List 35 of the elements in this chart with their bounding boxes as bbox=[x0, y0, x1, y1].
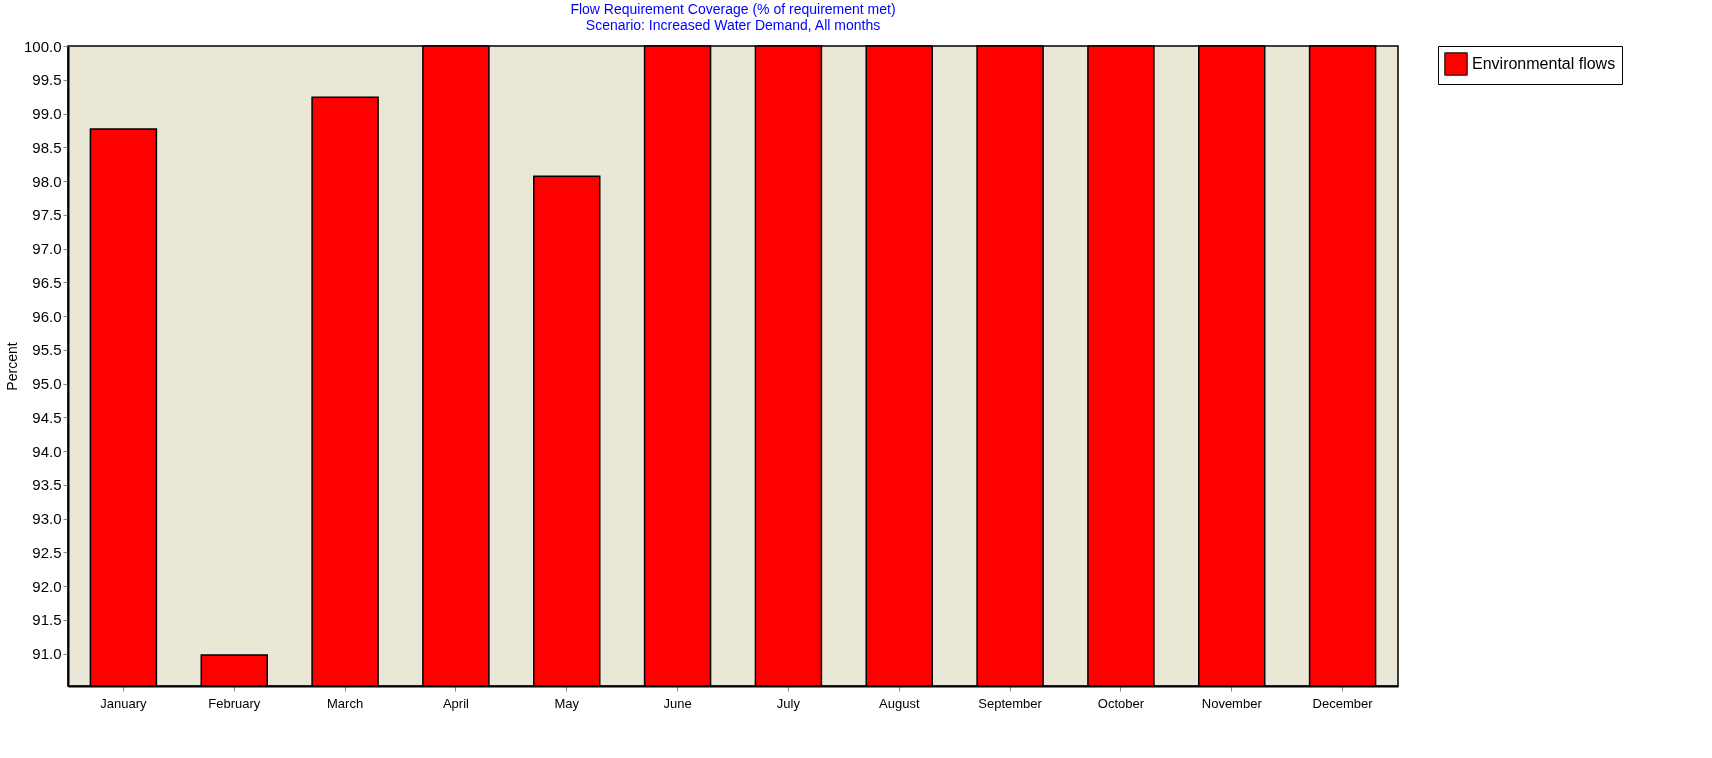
x-tick-label: April bbox=[442, 695, 470, 711]
x-tick-label: May bbox=[554, 695, 580, 711]
y-tick-label: 97.0 bbox=[32, 240, 62, 258]
y-tick-label: 94.0 bbox=[32, 442, 62, 460]
y-tick-label: 91.0 bbox=[32, 645, 62, 663]
y-tick-label: 97.5 bbox=[32, 206, 62, 224]
y-tick-label: 99.5 bbox=[32, 71, 62, 89]
x-tick-label: October bbox=[1097, 695, 1145, 711]
y-tick-label: 91.5 bbox=[32, 611, 62, 629]
y-tick-label: 96.0 bbox=[32, 307, 62, 325]
legend-label: Environmental flows bbox=[1472, 55, 1616, 72]
x-tick-label: September bbox=[978, 695, 1043, 711]
y-tick-label: 100.0 bbox=[23, 37, 62, 55]
x-tick-label: November bbox=[1201, 695, 1263, 711]
y-tick-label: 98.0 bbox=[32, 172, 62, 190]
x-tick-label: March bbox=[327, 695, 364, 711]
x-tick-label: June bbox=[663, 695, 692, 711]
y-tick-label: 96.5 bbox=[32, 273, 62, 291]
y-tick-label: 95.5 bbox=[32, 341, 62, 359]
y-tick-label: 95.0 bbox=[32, 375, 62, 393]
x-tick-label: July bbox=[776, 695, 801, 711]
y-tick-label: 93.0 bbox=[32, 510, 62, 528]
y-tick-label: 93.5 bbox=[32, 476, 62, 494]
x-tick-label: August bbox=[879, 695, 920, 711]
chart-title: Flow Requirement Coverage (% of requirement met) bbox=[570, 1, 896, 17]
x-tick-label: February bbox=[208, 695, 261, 711]
y-axis-title: Percent bbox=[3, 342, 20, 391]
chart-subtitle: Scenario: Increased Water Demand, All months bbox=[585, 17, 881, 33]
y-tick-label: 99.0 bbox=[32, 105, 62, 123]
y-tick-label: 98.5 bbox=[32, 138, 62, 156]
y-tick-label: 92.0 bbox=[32, 577, 62, 595]
y-tick-label: 94.5 bbox=[32, 408, 62, 426]
x-tick-label: December bbox=[1312, 695, 1374, 711]
x-tick-label: January bbox=[100, 695, 148, 711]
y-tick-label: 92.5 bbox=[32, 543, 62, 561]
